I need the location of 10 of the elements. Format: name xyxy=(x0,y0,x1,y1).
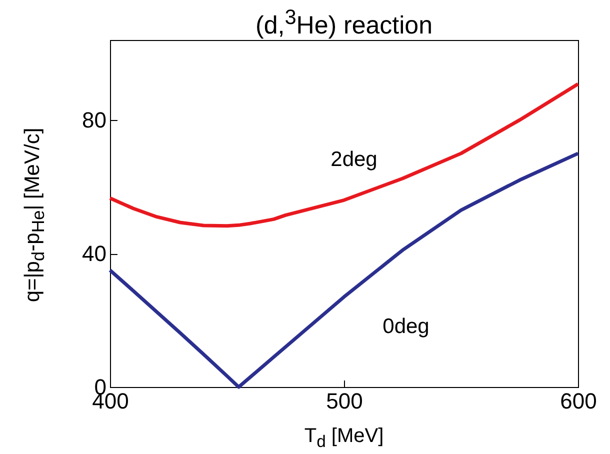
series-label: 2deg xyxy=(330,148,378,172)
line-series xyxy=(108,82,580,228)
x-axis-title: T$_{d}$ [MeV] xyxy=(304,425,384,452)
y-tick-label: 40 xyxy=(82,241,106,266)
series-label: 0deg xyxy=(382,314,430,338)
y-tick-label: 80 xyxy=(82,108,106,133)
line-series xyxy=(108,152,580,389)
x-tick-label: 600 xyxy=(560,388,597,414)
x-tick-label: 500 xyxy=(326,388,363,414)
chart-title: (d,$^{3}$He) reaction xyxy=(256,6,432,40)
